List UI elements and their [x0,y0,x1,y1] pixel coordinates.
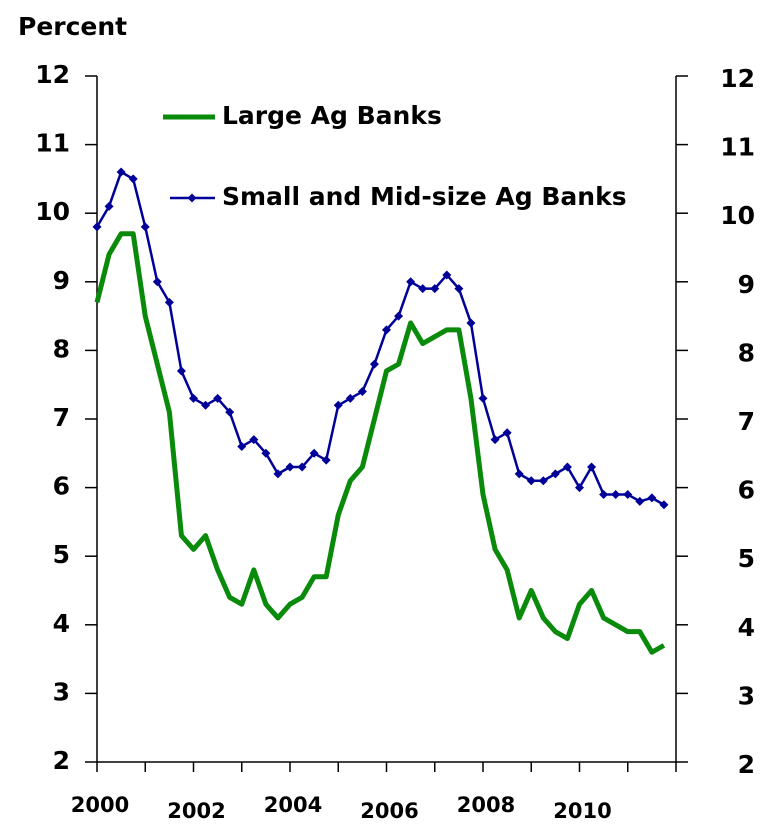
series-marker [213,393,223,403]
series-marker [309,448,319,458]
series-marker [297,462,307,472]
y2-tick-label: 10 [720,201,755,230]
series-marker [128,174,138,184]
series-marker [418,284,428,294]
x-tick-label: 2010 [553,799,611,823]
series-marker [357,387,367,397]
series-marker [116,167,126,177]
y-axis-label: Percent [18,12,127,41]
series-marker [104,201,114,211]
series-marker [526,476,536,486]
series-marker [550,469,560,479]
series-marker [394,311,404,321]
series-line [95,170,665,506]
y2-tick-label: 7 [738,407,755,436]
series-marker [333,400,343,410]
x-tick-label: 2006 [360,799,418,823]
y-tick-label: 8 [53,334,70,363]
y-tick-label: 5 [53,540,70,569]
series-marker [249,435,259,445]
legend-label: Large Ag Banks [222,101,442,130]
y-tick-label: 11 [35,129,70,158]
series-marker [659,500,669,510]
legend-label: Small and Mid-size Ag Banks [222,182,627,211]
series-marker [599,489,609,499]
y-tick-label: 9 [53,266,70,295]
series-marker [575,483,584,493]
series-marker [140,222,150,232]
y-tick-label: 10 [35,197,70,226]
x-tick-label: 2000 [71,793,129,817]
series-marker [261,448,271,458]
series-marker [321,455,331,465]
series-line [94,231,666,655]
x-tick-label: 2004 [264,793,322,817]
x-tick-label: 2002 [167,799,225,823]
series-marker [430,284,440,294]
y2-tick-label: 12 [720,64,755,93]
y-tick-label: 6 [53,472,70,501]
y-tick-label: 4 [53,609,70,638]
y2-tick-label: 9 [738,270,755,299]
series-marker [466,318,476,328]
y-tick-label: 2 [53,746,70,775]
series-marker [92,222,102,232]
legend-marker [187,193,197,203]
series-marker [647,493,657,503]
series-marker [562,462,572,472]
series-marker [225,407,235,417]
series-marker [164,297,174,307]
y2-tick-label: 2 [738,750,755,779]
y2-tick-label: 3 [738,681,755,710]
series-marker [369,359,379,369]
series-marker [611,489,621,499]
y2-tick-label: 11 [720,133,755,162]
series-marker [152,277,162,287]
series-marker [442,270,452,280]
series-marker [382,325,391,335]
series-marker [635,496,645,506]
series-marker [514,469,524,479]
series-marker [478,393,488,403]
y2-tick-label: 5 [738,544,755,573]
y-tick-label: 3 [53,677,70,706]
y2-tick-label: 8 [738,338,755,367]
series-marker [587,462,597,472]
series-marker [201,400,211,410]
series-marker [406,277,416,287]
y2-tick-label: 4 [738,613,755,642]
series-marker [189,393,198,403]
y-tick-label: 7 [53,403,70,432]
series-marker [538,476,548,486]
series-marker [176,366,186,376]
series-marker [345,393,355,403]
series-marker [285,462,295,472]
y2-tick-label: 6 [738,476,755,505]
y-tick-label: 12 [35,60,70,89]
series-marker [454,284,464,294]
series-marker [502,428,512,438]
series-marker [237,441,247,451]
series-marker [273,469,283,479]
x-tick-label: 2008 [457,793,515,817]
series-marker [490,435,500,445]
series-marker [623,489,633,499]
